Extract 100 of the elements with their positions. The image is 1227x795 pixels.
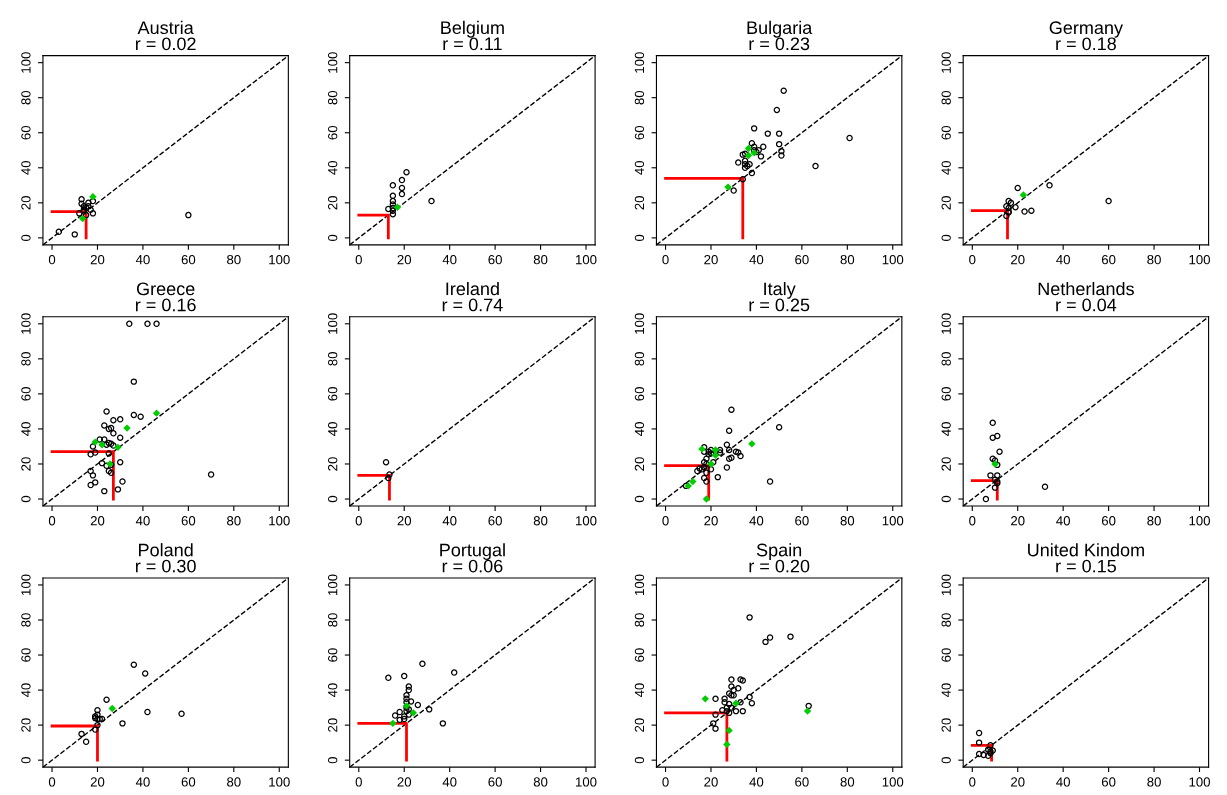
y-tick-label: 20 (21, 718, 31, 732)
chart-subtitle: r = 0.15 (1056, 559, 1117, 573)
y-tick-label: 80 (941, 613, 951, 627)
x-tick-label: 100 (576, 516, 597, 526)
x-tick-label: 20 (1011, 777, 1025, 787)
x-tick-label: 80 (840, 254, 855, 265)
x-tick-label: 0 (48, 777, 56, 787)
y-tick-label: 100 (328, 52, 338, 73)
chart-subtitle: r = 0.23 (749, 37, 810, 51)
x-tick-label: 100 (1189, 516, 1210, 526)
y-tick-label: 80 (328, 613, 338, 627)
y-tick-label: 40 (634, 683, 645, 698)
x-tick-label: 80 (1147, 254, 1161, 265)
y-tick-label: 0 (941, 757, 951, 764)
x-tick-label: 80 (533, 254, 548, 265)
x-tick-label: 20 (397, 516, 412, 526)
chart-title: Austria (137, 20, 194, 35)
y-tick-label: 40 (634, 422, 645, 436)
x-tick-label: 0 (969, 516, 976, 526)
x-tick-label: 60 (1101, 254, 1116, 265)
x-tick-label: 60 (181, 516, 196, 526)
x-tick-label: 20 (90, 254, 105, 265)
chart-subtitle: r = 0.30 (135, 559, 196, 573)
y-tick-label: 0 (941, 495, 951, 503)
y-tick-label: 40 (634, 160, 645, 175)
y-tick-label: 80 (941, 90, 951, 105)
x-tick-label: 40 (442, 516, 457, 526)
x-tick-label: 100 (882, 516, 904, 526)
x-tick-label: 0 (48, 254, 56, 265)
y-tick-label: 80 (634, 352, 645, 366)
x-tick-label: 20 (704, 254, 718, 265)
y-tick-label: 60 (328, 125, 338, 140)
x-tick-label: 60 (181, 777, 196, 787)
x-tick-label: 100 (882, 777, 904, 787)
x-tick-label: 60 (795, 516, 809, 526)
y-tick-label: 20 (328, 196, 338, 210)
x-tick-label: 0 (662, 254, 669, 265)
y-tick-label: 60 (634, 648, 645, 662)
y-tick-label: 40 (941, 683, 951, 698)
x-tick-label: 20 (704, 777, 718, 787)
chart-title: Poland (139, 543, 193, 557)
x-tick-label: 80 (840, 516, 855, 526)
x-tick-label: 100 (269, 777, 290, 787)
x-tick-label: 100 (269, 516, 290, 526)
y-tick-label: 80 (21, 90, 31, 105)
chart-title: Ireland (446, 281, 499, 296)
x-tick-label: 60 (1101, 777, 1116, 787)
chart-title: Italy (764, 281, 796, 299)
chart-title: Portugal (440, 543, 505, 560)
y-tick-label: 60 (328, 648, 338, 662)
y-tick-label: 100 (21, 52, 31, 73)
y-tick-label: 100 (21, 574, 31, 595)
y-tick-label: 80 (634, 90, 645, 105)
x-tick-label: 20 (1011, 516, 1025, 526)
y-tick-label: 0 (634, 757, 645, 764)
x-tick-label: 100 (882, 254, 904, 265)
chart-subtitle: r = 0.02 (135, 37, 196, 51)
y-tick-label: 80 (328, 90, 338, 105)
x-tick-label: 20 (397, 777, 412, 787)
x-tick-label: 40 (749, 777, 764, 787)
y-tick-label: 0 (21, 495, 31, 503)
chart-title: United Kindom (1028, 543, 1144, 557)
chart-subtitle: r = 0.18 (1056, 37, 1116, 51)
y-tick-label: 0 (328, 495, 338, 503)
x-tick-label: 40 (442, 254, 457, 265)
y-tick-label: 20 (328, 457, 338, 471)
y-tick-label: 40 (21, 160, 31, 175)
y-tick-label: 40 (941, 160, 951, 175)
x-tick-label: 20 (90, 777, 105, 787)
chart-title: Bulgaria (747, 20, 813, 38)
chart-subtitle: r = 0.16 (135, 298, 196, 312)
x-tick-label: 100 (576, 254, 597, 265)
y-tick-label: 40 (328, 422, 338, 436)
chart-title: Greece (136, 282, 195, 296)
x-tick-label: 40 (135, 516, 150, 526)
chart-subtitle: r = 0.11 (443, 37, 502, 51)
x-tick-label: 60 (488, 254, 502, 265)
x-tick-label: 80 (227, 516, 241, 526)
x-tick-label: 40 (1056, 777, 1070, 787)
x-tick-label: 40 (135, 777, 150, 787)
y-tick-label: 100 (634, 574, 645, 595)
y-tick-label: 80 (941, 352, 951, 366)
y-tick-label: 60 (634, 125, 645, 140)
x-tick-label: 40 (1056, 254, 1070, 265)
x-tick-label: 100 (1189, 254, 1210, 265)
y-tick-label: 60 (328, 387, 338, 401)
x-tick-label: 100 (269, 254, 290, 265)
y-tick-label: 60 (941, 648, 951, 662)
chart-title: Germany (1049, 21, 1123, 38)
x-tick-label: 20 (397, 254, 412, 265)
y-tick-label: 0 (328, 757, 338, 764)
chart-title: Belgium (441, 20, 504, 38)
x-tick-label: 80 (227, 777, 241, 787)
y-tick-label: 40 (328, 683, 338, 698)
x-tick-label: 60 (181, 254, 196, 265)
x-tick-label: 0 (969, 254, 976, 265)
x-tick-label: 80 (533, 516, 548, 526)
x-tick-label: 80 (533, 777, 548, 787)
y-tick-label: 100 (21, 313, 31, 334)
y-tick-label: 0 (634, 234, 645, 242)
